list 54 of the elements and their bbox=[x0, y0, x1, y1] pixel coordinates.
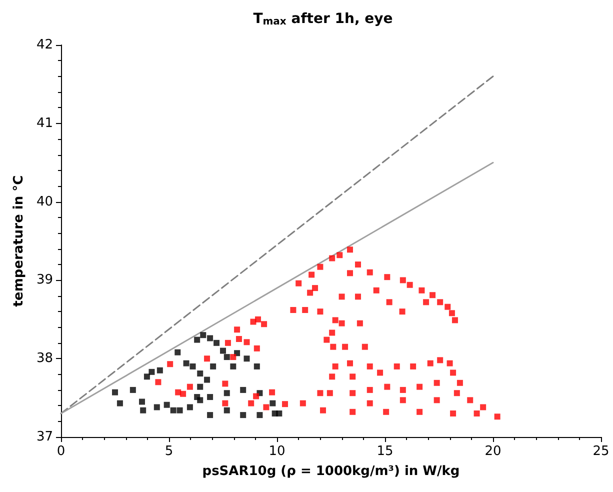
point bbox=[224, 407, 230, 414]
x-tick-label: 5 bbox=[164, 444, 174, 459]
point bbox=[170, 407, 176, 414]
point bbox=[254, 363, 260, 370]
point bbox=[174, 349, 181, 356]
point bbox=[224, 354, 230, 360]
point bbox=[112, 389, 118, 396]
y-tick-label: 37 bbox=[36, 430, 53, 444]
x-tick-label: 0 bbox=[56, 444, 66, 459]
point bbox=[256, 412, 263, 418]
point bbox=[130, 386, 136, 393]
point bbox=[156, 367, 163, 374]
point bbox=[183, 360, 190, 366]
x-tick-label: 25 bbox=[592, 444, 610, 459]
point bbox=[139, 398, 145, 405]
y-tick-label: 39 bbox=[36, 272, 53, 288]
point bbox=[194, 336, 200, 343]
point bbox=[190, 363, 196, 370]
y-tick-label: 42 bbox=[36, 38, 53, 52]
point bbox=[197, 384, 204, 390]
point bbox=[207, 394, 214, 400]
point bbox=[240, 386, 246, 393]
y-axis-title: temperature in °C bbox=[12, 175, 27, 307]
point bbox=[164, 402, 170, 408]
point bbox=[197, 370, 204, 376]
point bbox=[176, 407, 183, 414]
point bbox=[230, 363, 236, 370]
chart-title: Tmax after 1h, eye bbox=[253, 11, 393, 28]
point bbox=[194, 394, 200, 400]
point bbox=[272, 410, 278, 416]
point bbox=[244, 356, 250, 362]
point bbox=[207, 335, 214, 342]
x-tick-label: 10 bbox=[268, 444, 286, 459]
point bbox=[210, 363, 216, 370]
point bbox=[116, 400, 123, 406]
point bbox=[204, 376, 210, 383]
point bbox=[270, 400, 276, 406]
x-tick-label: 20 bbox=[484, 444, 502, 459]
point bbox=[144, 374, 150, 380]
point bbox=[186, 404, 193, 410]
point bbox=[240, 412, 246, 418]
point bbox=[220, 348, 226, 354]
point bbox=[154, 404, 160, 410]
point bbox=[140, 407, 146, 414]
point bbox=[214, 340, 220, 346]
y-tick-label: 41 bbox=[36, 116, 53, 131]
y-tick-label: 40 bbox=[36, 194, 53, 210]
point bbox=[200, 332, 206, 338]
y-tick-label: 38 bbox=[36, 351, 53, 366]
point bbox=[148, 368, 155, 375]
x-axis-title: psSAR10g (ρ = 1000kg/m³) in W/kg bbox=[202, 464, 460, 479]
x-tick-label: 15 bbox=[376, 444, 394, 459]
point bbox=[224, 390, 230, 396]
point bbox=[207, 412, 214, 418]
